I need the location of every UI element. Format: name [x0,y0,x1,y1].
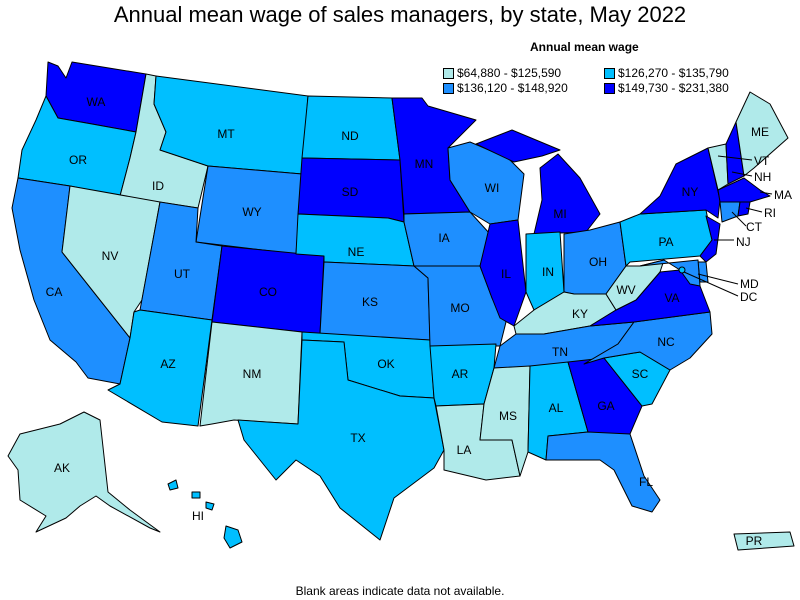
label-md: MD [740,277,759,291]
state-nd[interactable] [301,95,401,161]
legend-swatch [443,82,454,94]
label-dc: DC [740,290,758,304]
label-ma: MA [774,188,792,202]
legend-label: $149,730 - $231,380 [618,81,729,95]
label-oh: OH [589,255,607,269]
label-tx: TX [350,431,365,445]
legend-title: Annual mean wage [530,40,639,54]
label-va: VA [664,291,679,305]
legend-item-tier-4: $149,730 - $231,380 [604,81,729,95]
label-ri: RI [764,206,776,220]
label-ms: MS [499,409,517,423]
state-hi[interactable] [167,479,243,549]
label-nj: NJ [736,235,751,249]
label-sc: SC [632,367,649,381]
state-ny[interactable] [639,147,721,219]
label-wv: WV [616,283,635,297]
legend-swatch [604,82,615,94]
state-dc[interactable] [678,266,686,274]
state-tx[interactable] [237,339,445,541]
label-ut: UT [174,267,191,281]
legend-swatch [443,67,454,79]
label-me: ME [751,125,769,139]
label-ct: CT [746,220,763,234]
label-wa: WA [87,95,106,109]
label-vt: VT [754,154,770,168]
state-az[interactable] [107,309,213,427]
label-hi: HI [192,509,204,523]
state-ri[interactable] [737,201,751,217]
legend-swatch [604,67,615,79]
state-me[interactable] [735,91,789,177]
label-ak: AK [54,461,70,475]
legend-label: $136,120 - $148,920 [457,81,568,95]
label-ca: CA [46,285,63,299]
state-fl[interactable] [545,431,661,513]
label-nm: NM [243,367,262,381]
legend-label: $126,270 - $135,790 [618,66,729,80]
legend-label: $64,880 - $125,590 [457,66,562,80]
footnote: Blank areas indicate data not available. [295,584,505,598]
state-ak[interactable] [7,411,161,533]
label-ga: GA [597,399,614,413]
label-pr: PR [746,534,763,548]
state-ct[interactable] [719,201,741,223]
label-ia: IA [438,231,449,245]
label-in: IN [542,265,554,279]
label-ar: AR [452,367,469,381]
state-il[interactable] [479,219,527,327]
label-id: ID [152,179,164,193]
label-mi: MI [553,207,566,221]
legend-item-tier-2: $126,270 - $135,790 [604,66,729,80]
label-mn: MN [415,157,434,171]
state-md[interactable] [639,259,701,287]
label-mo: MO [450,301,469,315]
label-la: LA [457,443,472,457]
state-mi[interactable] [475,129,601,235]
state-wv[interactable] [605,259,665,311]
label-nc: NC [657,335,675,349]
label-al: AL [549,401,564,415]
label-nd: ND [341,129,359,143]
label-co: CO [259,285,277,299]
label-az: AZ [160,357,175,371]
label-pa: PA [658,235,673,249]
state-pr[interactable] [733,531,795,551]
label-wi: WI [485,181,500,195]
label-tn: TN [552,345,568,359]
label-fl: FL [639,475,653,489]
label-ne: NE [348,245,365,259]
label-il: IL [501,267,511,281]
label-nh: NH [754,170,771,184]
label-or: OR [69,153,87,167]
legend-item-tier-3: $136,120 - $148,920 [443,81,568,95]
map-title: Annual mean wage of sales managers, by s… [113,2,687,27]
label-ok: OK [377,357,394,371]
label-nv: NV [102,249,119,263]
label-wy: WY [242,205,261,219]
label-sd: SD [342,185,359,199]
label-ks: KS [362,295,378,309]
legend-item-tier-1: $64,880 - $125,590 [443,66,561,80]
label-ky: KY [572,307,588,321]
label-ny: NY [682,185,699,199]
label-mt: MT [217,127,235,141]
